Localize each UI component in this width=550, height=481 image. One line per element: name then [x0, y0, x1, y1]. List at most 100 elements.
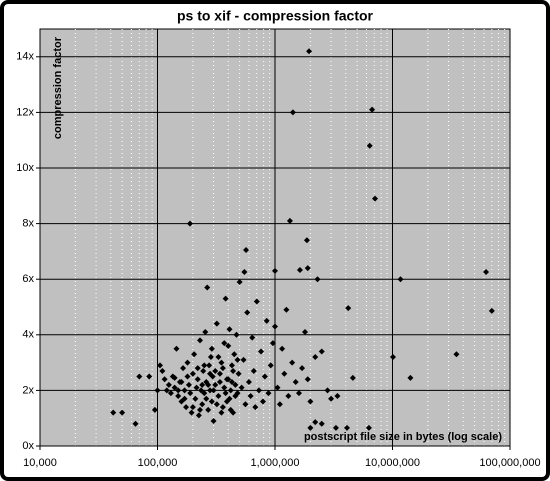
data-point: [186, 220, 193, 227]
data-point: [228, 362, 235, 369]
x-tick-label: 1,000,000: [251, 457, 300, 469]
x-tick-label: 100,000,000: [479, 457, 540, 469]
data-point: [283, 306, 290, 313]
data-point: [208, 398, 215, 405]
y-tick-label: 10x: [16, 162, 34, 174]
data-point: [189, 404, 196, 411]
data-point: [231, 351, 238, 358]
data-point: [205, 381, 212, 388]
data-point: [181, 395, 188, 402]
data-point: [110, 409, 117, 416]
data-point: [272, 267, 278, 274]
x-tick-label: 10,000,000: [365, 457, 420, 469]
data-point: [200, 367, 207, 374]
data-point: [197, 337, 204, 344]
data-point: [234, 356, 241, 363]
data-point: [241, 268, 248, 275]
data-point: [274, 384, 281, 391]
data-point: [183, 404, 190, 411]
data-point: [169, 373, 176, 380]
data-point: [207, 370, 214, 377]
data-point: [369, 106, 376, 113]
data-point: [163, 387, 170, 394]
data-point: [197, 406, 204, 413]
data-point: [372, 195, 379, 202]
data-point: [296, 267, 303, 274]
data-point: [218, 409, 225, 416]
data-point: [407, 374, 414, 381]
data-point: [194, 365, 201, 372]
data-point: [207, 387, 214, 394]
data-point: [397, 276, 404, 283]
data-point: [292, 379, 299, 386]
data-point: [165, 381, 172, 388]
data-point: [212, 381, 219, 388]
data-point: [312, 419, 319, 426]
data-point: [221, 384, 228, 391]
data-point: [255, 387, 262, 394]
data-point: [156, 362, 163, 369]
data-point: [259, 398, 266, 405]
data-point: [285, 392, 292, 399]
data-point: [208, 345, 215, 352]
data-point: [193, 384, 200, 391]
data-point: [243, 247, 250, 254]
data-point: [245, 379, 252, 386]
data-point: [206, 362, 213, 369]
data-point: [218, 359, 225, 366]
data-point: [483, 268, 490, 275]
data-point: [281, 370, 288, 377]
data-point: [349, 374, 356, 381]
data-point: [488, 307, 495, 314]
data-point: [318, 420, 325, 427]
data-point: [171, 384, 178, 391]
y-axis-title: compression factor: [52, 36, 64, 139]
data-point: [221, 340, 228, 347]
data-point: [267, 362, 274, 369]
data-point: [261, 373, 268, 380]
data-point: [225, 342, 232, 349]
data-point: [228, 379, 235, 386]
data-point: [184, 373, 191, 380]
data-point: [167, 390, 174, 397]
data-point: [154, 387, 161, 394]
data-point: [257, 348, 264, 355]
data-point: [295, 390, 302, 397]
data-point: [276, 401, 283, 408]
data-point: [304, 265, 311, 272]
data-point: [199, 401, 206, 408]
data-point: [332, 424, 339, 431]
data-point: [301, 329, 308, 336]
data-point: [204, 284, 211, 291]
data-point: [175, 392, 182, 399]
data-point: [216, 370, 223, 377]
data-point: [202, 329, 209, 336]
data-point: [272, 323, 278, 330]
data-point: [303, 237, 310, 244]
data-point: [222, 390, 229, 397]
data-point: [453, 351, 460, 358]
data-point: [286, 217, 293, 224]
data-point: [306, 48, 313, 55]
data-point: [314, 276, 321, 283]
data-point: [299, 365, 306, 372]
data-point: [318, 348, 325, 355]
y-tick-label: 2x: [22, 384, 34, 396]
data-point: [344, 424, 351, 431]
data-point: [213, 320, 220, 327]
data-point: [238, 384, 245, 391]
data-point: [203, 395, 210, 402]
x-tick-label: 100,000: [138, 457, 178, 469]
y-tick-label: 4x: [22, 329, 34, 341]
data-point: [227, 387, 234, 394]
data-point: [242, 401, 249, 408]
data-point: [227, 406, 234, 413]
data-point: [216, 379, 223, 386]
data-point: [252, 404, 259, 411]
data-point: [365, 424, 372, 431]
data-point: [328, 395, 335, 402]
data-point: [188, 409, 195, 416]
data-point: [175, 387, 182, 394]
data-point: [269, 340, 276, 347]
data-point: [210, 387, 217, 394]
